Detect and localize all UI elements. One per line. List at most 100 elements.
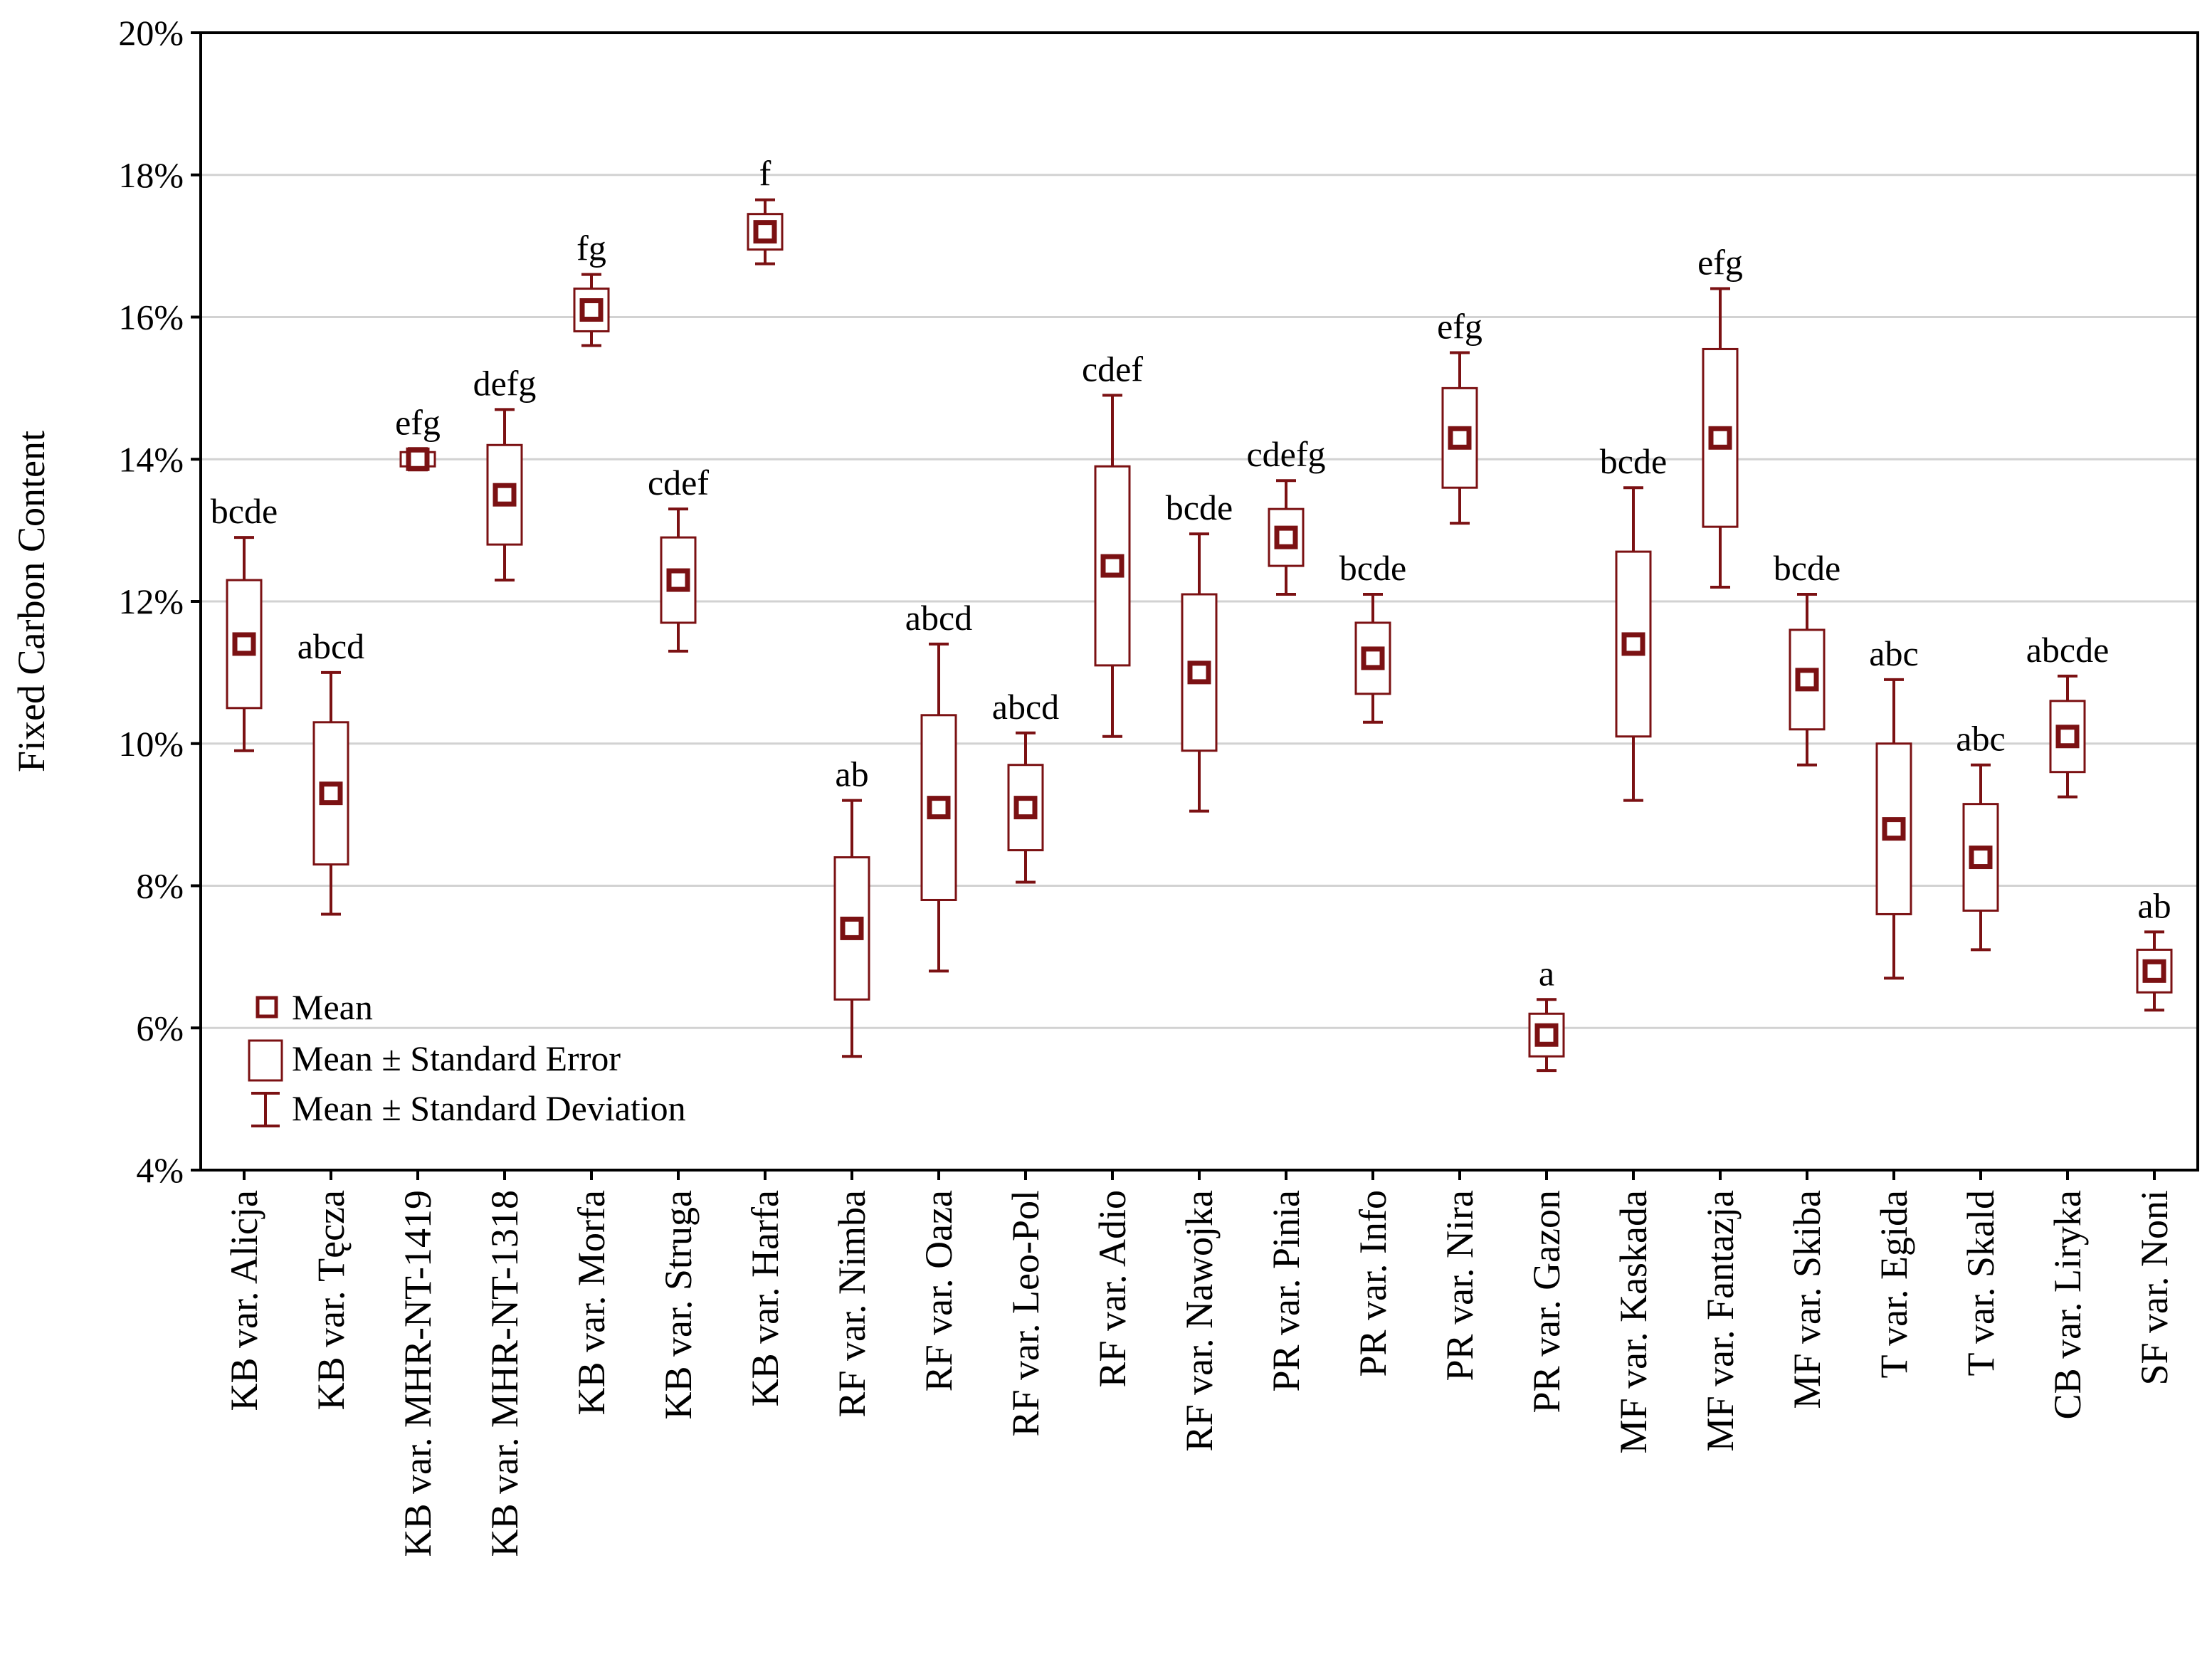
x-tick-label: KB var. MHR-NT-1419 [396,1190,439,1557]
y-tick-label: 18% [118,155,184,195]
x-tick-label: PR var. Gazon [1525,1190,1568,1413]
group-letter: cdefg [1246,434,1325,474]
box-item: cdef [648,463,709,653]
mean-marker [406,447,430,471]
mean-marker [927,796,951,820]
x-tick-label: T var. Skald [1959,1190,2002,1376]
box-item: abcd [905,598,972,973]
x-tick-label: T var. Egida [1873,1190,1915,1378]
box-item: efg [1697,243,1743,589]
box-item: ab [2136,885,2173,1012]
mean-marker [1534,1023,1559,1047]
group-letter: f [759,154,771,194]
y-tick-label: 12% [118,581,184,621]
mean-marker [840,916,864,940]
legend-mean-marker [256,996,278,1018]
box-item: f [747,154,784,265]
mean-marker [319,781,343,806]
group-letter: defg [473,363,537,403]
legend-se-marker [248,1039,283,1082]
mean-marker [2055,725,2080,749]
mean-marker [1708,426,1732,450]
box-item: bcde [1339,548,1406,724]
group-letter: abcd [905,598,972,638]
x-tick-label: RF var. Nawojka [1178,1190,1221,1451]
group-letter: ab [835,754,868,794]
box-item: cdefg [1246,434,1326,596]
legend: Mean Mean ± Standard Error Mean ± Standa… [248,987,686,1128]
mean-marker [1100,554,1125,578]
x-tick-label: CB var. Liryka [2046,1190,2089,1419]
group-letter: a [1539,953,1554,993]
x-tick-label: SF var. Noni [2133,1190,2176,1386]
y-axis-ticks: 4% 6% 8% 10% 12% 14% 16% 18% 20% [118,13,201,1190]
x-tick-label: RF var. Oaza [917,1190,960,1391]
x-tick-label: KB var. Harfa [744,1190,786,1406]
group-letter: bcde [1339,548,1406,588]
box-item: abcde [2026,630,2110,799]
mean-marker [232,632,256,656]
x-tick-label: KB var. MHR-NT-1318 [483,1190,526,1557]
mean-marker [1187,660,1211,685]
x-tick-label: KB var. Alicja [223,1190,265,1411]
box-item: bcde [1774,548,1840,767]
mean-marker [579,298,604,322]
group-letter: efg [1697,243,1743,283]
box-item: bcde [1600,441,1667,802]
group-letter: efg [395,402,441,442]
group-letter: cdef [1082,349,1143,389]
box-item: bcde [1166,488,1233,813]
mean-marker [1969,846,1993,870]
y-tick-label: 10% [118,724,184,764]
y-tick-label: 20% [118,13,184,53]
box-item: cdef [1082,349,1143,738]
legend-se-label: Mean ± Standard Error [292,1038,621,1078]
y-tick-label: 8% [136,866,184,906]
box-item: ab [833,754,870,1058]
group-letter: abc [1956,719,2005,759]
box-item: abcd [992,687,1059,884]
y-tick-label: 6% [136,1008,184,1048]
mean-marker [1795,668,1819,692]
group-letter: abcde [2026,630,2110,670]
group-letter: ab [2137,885,2171,925]
group-letter: bcde [1166,488,1233,527]
box-series: bcdeabcdefgdefgfgcdeffababcdabcdcdefbcde… [211,154,2173,1073]
group-letter: efg [1437,306,1482,346]
x-axis-ticks: KB var. Alicja KB var. Tęcza KB var. MHR-N… [223,1170,2176,1557]
x-tick-label: RF var. Leo-Pol [1004,1190,1047,1437]
box-item: efg [1437,306,1482,525]
x-tick-label: RF var. Adio [1091,1190,1134,1388]
mean-marker [1448,426,1472,450]
x-tick-label: KB var. Morfa [570,1190,613,1415]
y-tick-label: 16% [118,298,184,337]
y-tick-label: 14% [118,439,184,479]
mean-marker [1361,646,1385,670]
group-letter: bcde [1600,441,1667,481]
mean-marker [666,568,690,592]
x-tick-label: KB var. Struga [657,1190,700,1420]
mean-marker [1882,817,1906,841]
y-axis-title: Fixed Carbon Content [10,431,53,772]
box-item: bcde [211,491,278,752]
x-tick-label: MF var. Skiba [1786,1190,1828,1409]
group-letter: bcde [1774,548,1840,588]
box-item: abcd [297,626,364,916]
x-tick-label: PR var. Nira [1438,1190,1481,1381]
mean-marker [1013,796,1038,820]
group-letter: cdef [648,463,709,502]
box-item: defg [473,363,537,582]
group-letter: fg [576,228,606,268]
mean-marker [1621,632,1645,656]
box-item: abc [1869,633,1919,980]
legend-sd-label: Mean ± Standard Deviation [292,1088,686,1128]
mean-marker [753,220,777,244]
group-letter: abcd [297,626,364,666]
x-tick-label: MF var. Kaskada [1612,1190,1655,1453]
group-letter: abcd [992,687,1059,727]
box-item: efg [395,402,441,472]
box-item: fg [573,228,610,347]
mean-marker [1274,525,1298,549]
group-letter: abc [1869,633,1918,673]
